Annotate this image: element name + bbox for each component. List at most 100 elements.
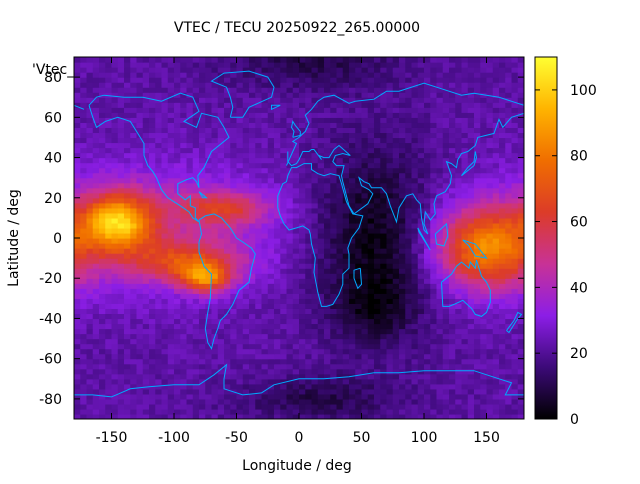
heat-cell: [349, 263, 356, 269]
heat-cell: [99, 348, 106, 355]
heat-cell: [430, 378, 438, 385]
heat-cell: [305, 227, 313, 234]
heat-cell: [217, 413, 225, 419]
heat-cell: [174, 248, 181, 254]
heat-cell: [236, 82, 244, 88]
heat-cell: [424, 202, 431, 209]
heat-cell: [142, 243, 150, 249]
heat-cell: [392, 348, 400, 355]
heat-cell: [392, 303, 400, 309]
heat-cell: [242, 147, 250, 154]
heat-cell: [336, 112, 344, 118]
heat-cell: [274, 353, 281, 360]
heat-cell: [286, 137, 294, 144]
heat-cell: [105, 273, 113, 279]
heat-cell: [192, 353, 200, 360]
heat-cell: [280, 162, 288, 169]
heat-cell: [380, 283, 388, 289]
heat-cell: [517, 348, 524, 355]
heat-cell: [336, 358, 344, 365]
heat-cell: [324, 192, 331, 199]
heat-cell: [430, 283, 438, 289]
heat-cell: [99, 167, 106, 174]
heat-cell: [305, 248, 313, 254]
heat-cell: [167, 117, 175, 123]
heat-cell: [217, 283, 225, 289]
heat-cell: [467, 92, 475, 98]
heat-cell: [199, 147, 206, 154]
heat-cell: [349, 217, 356, 224]
heat-cell: [336, 268, 344, 274]
heat-cell: [380, 363, 388, 370]
heat-cell: [130, 212, 138, 219]
heat-cell: [205, 388, 213, 395]
heat-cell: [374, 383, 381, 390]
heat-cell: [74, 243, 81, 249]
heat-cell: [124, 87, 131, 93]
heat-cell: [355, 383, 363, 390]
heat-cell: [405, 172, 413, 179]
heat-cell: [105, 268, 113, 274]
heat-cell: [311, 152, 319, 159]
heat-cell: [305, 152, 313, 159]
heat-cell: [492, 122, 500, 128]
heat-cell: [155, 238, 163, 244]
heat-cell: [142, 102, 150, 108]
heat-cell: [455, 227, 463, 234]
heat-cell: [149, 67, 156, 73]
heat-cell: [317, 283, 325, 289]
heat-cell: [399, 328, 406, 335]
heat-cell: [180, 112, 188, 118]
heat-cell: [142, 202, 150, 209]
heat-cell: [242, 358, 250, 365]
heat-cell: [249, 268, 256, 274]
heat-cell: [436, 408, 444, 415]
heat-cell: [111, 368, 119, 375]
heat-cell: [336, 353, 344, 360]
heat-cell: [267, 308, 275, 315]
heat-cell: [155, 268, 163, 274]
heat-cell: [449, 313, 456, 320]
heat-cell: [86, 152, 94, 159]
heat-cell: [499, 358, 506, 365]
heat-cell: [261, 338, 269, 345]
heat-cell: [155, 102, 163, 108]
heat-cell: [399, 263, 406, 269]
heat-cell: [292, 298, 300, 304]
heat-cell: [305, 253, 313, 259]
heat-cell: [449, 373, 456, 380]
heat-cell: [205, 318, 213, 325]
heat-cell: [124, 288, 131, 294]
heat-cell: [342, 82, 350, 88]
heat-cell: [130, 132, 138, 139]
heat-cell: [399, 177, 406, 184]
heat-cell: [386, 303, 394, 309]
heat-cell: [317, 298, 325, 304]
heat-cell: [317, 137, 325, 144]
heat-cell: [217, 368, 225, 375]
heat-cell: [205, 353, 213, 360]
heat-cell: [292, 97, 300, 103]
heat-cell: [255, 383, 263, 390]
heat-cell: [274, 248, 281, 254]
heat-cell: [199, 298, 206, 304]
heat-cell: [217, 378, 225, 385]
heat-cell: [411, 72, 419, 78]
heat-cell: [299, 207, 306, 214]
heat-cell: [474, 222, 481, 229]
heat-cell: [486, 117, 494, 123]
heat-cell: [455, 132, 463, 139]
heat-cell: [86, 147, 94, 154]
heat-cell: [355, 122, 363, 128]
heat-cell: [492, 82, 500, 88]
heat-cell: [492, 383, 500, 390]
heat-cell: [442, 363, 450, 370]
heat-cell: [392, 318, 400, 325]
heat-cell: [411, 268, 419, 274]
heat-cell: [367, 393, 375, 400]
heat-cell: [461, 107, 469, 113]
heat-cell: [192, 318, 200, 325]
heat-cell: [211, 67, 219, 73]
heat-cell: [324, 102, 331, 108]
heat-cell: [317, 248, 325, 254]
